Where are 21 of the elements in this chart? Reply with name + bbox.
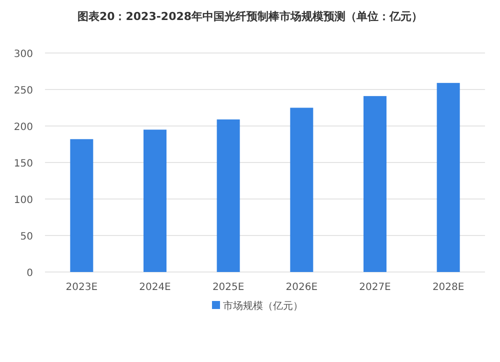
y-tick-label: 0 — [26, 268, 33, 279]
legend-label: 市场规模（亿元） — [223, 300, 303, 312]
bar — [144, 130, 166, 272]
y-tick-label: 150 — [14, 158, 33, 170]
x-tick-label: 2024E — [139, 282, 171, 293]
x-tick-label: 2028E — [432, 282, 464, 293]
y-tick-label: 200 — [14, 122, 33, 133]
bar — [70, 139, 94, 272]
bar — [436, 82, 460, 272]
y-tick-label: 300 — [14, 49, 33, 60]
chart-title: 图表20：2023-2028年中国光纤预制棒市场规模预测（单位：亿元） — [77, 10, 423, 23]
x-tick-label: 2027E — [359, 282, 391, 293]
bar — [216, 119, 240, 272]
x-tick-label: 2025E — [212, 282, 244, 293]
y-tick-label: 50 — [20, 232, 33, 242]
y-tick-label: 250 — [14, 86, 33, 96]
bar — [364, 96, 386, 272]
y-tick-label: 100 — [14, 195, 33, 206]
x-tick-label: 2026E — [286, 282, 318, 293]
x-tick-label: 2023E — [66, 282, 98, 293]
bar — [290, 108, 314, 272]
